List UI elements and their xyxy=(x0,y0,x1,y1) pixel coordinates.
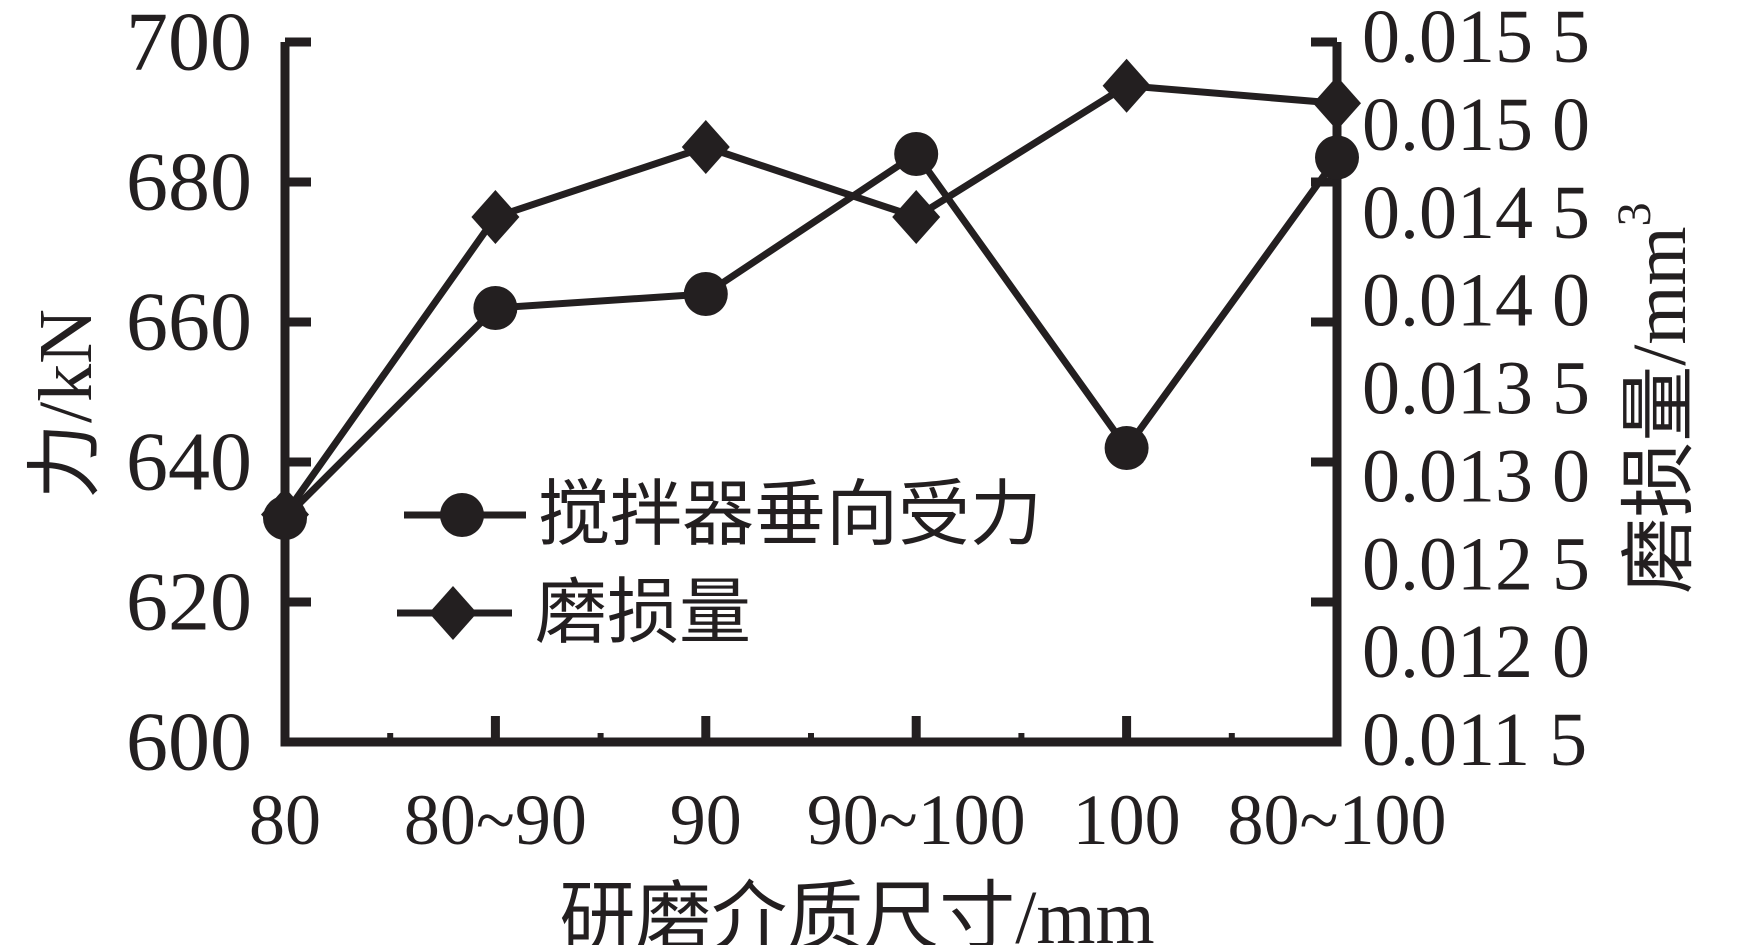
data-point-circle xyxy=(1315,135,1359,180)
right-axis-title: 磨损量/mm3 xyxy=(1608,202,1703,593)
data-point-circle xyxy=(473,286,518,330)
right-axis-tick-label: 0.011 5 xyxy=(1362,698,1587,782)
series-line-circle xyxy=(281,150,1341,522)
right-axis-tick-label: 0.012 0 xyxy=(1362,610,1590,694)
right-axis-tick-label: 0.013 0 xyxy=(1362,434,1590,518)
left-axis-tick-label: 640 xyxy=(126,416,252,509)
data-point-diamond xyxy=(681,120,730,174)
left-axis-tick-label: 660 xyxy=(126,276,252,369)
data-point-diamond xyxy=(1102,58,1151,113)
data-point-diamond xyxy=(261,487,309,542)
legend-diamond-marker xyxy=(429,586,477,640)
right-axis-tick-label: 0.012 5 xyxy=(1362,522,1590,606)
data-point-circle xyxy=(894,132,939,176)
left-axis-tick-label: 680 xyxy=(126,136,252,229)
x-axis-tick-label: 90 xyxy=(670,780,742,860)
right-axis-tick-label: 0.013 5 xyxy=(1362,347,1590,431)
left-axis-tick-label: 700 xyxy=(126,0,252,89)
data-point-circle xyxy=(1104,426,1149,470)
legend-label: 磨损量 xyxy=(535,573,751,653)
x-axis-tick-label: 80~90 xyxy=(404,780,587,860)
left-axis-title: 力/kN xyxy=(24,309,108,499)
right-axis-tick-label: 0.015 0 xyxy=(1362,83,1590,167)
right-axis-tick-label: 0.014 0 xyxy=(1362,259,1590,343)
left-axis-tick-label: 600 xyxy=(126,696,252,789)
left-axis-tick-label: 620 xyxy=(126,556,252,649)
series-line-diamond xyxy=(281,82,1341,518)
data-point-diamond xyxy=(471,190,520,244)
data-point-circle xyxy=(683,272,728,316)
x-axis-tick-label: 90~100 xyxy=(807,780,1026,860)
x-axis-tick-label: 80~100 xyxy=(1228,780,1447,860)
legend-circle-marker xyxy=(440,493,484,537)
x-axis-tick-label: 100 xyxy=(1073,780,1181,860)
legend-label: 搅拌器垂向受力 xyxy=(538,475,1042,555)
data-point-diamond xyxy=(892,190,941,244)
data-point-diamond xyxy=(1313,76,1361,131)
x-axis-tick-label: 80 xyxy=(249,780,321,860)
right-axis-tick-label: 0.015 5 xyxy=(1362,0,1590,79)
right-axis-tick-label: 0.014 5 xyxy=(1362,171,1590,255)
x-axis-title: 研磨介质尺寸/mm xyxy=(559,876,1154,945)
